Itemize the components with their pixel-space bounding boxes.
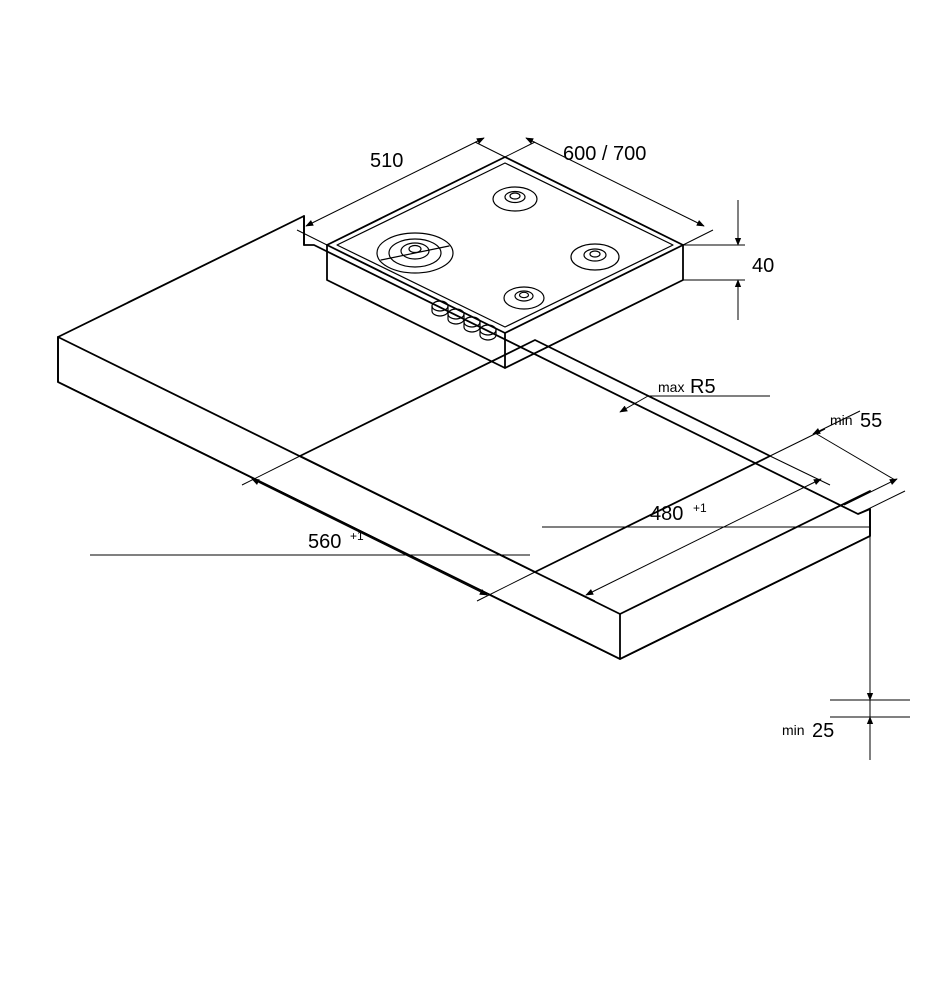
dim-hob-width-value: 600 / 700 bbox=[563, 143, 646, 165]
dim-corner-radius-prefix: max bbox=[658, 379, 684, 395]
countertop bbox=[58, 216, 870, 659]
burner-front bbox=[504, 287, 544, 309]
dim-hob-depth-value: 510 bbox=[370, 150, 403, 172]
dim-thickness-value: 25 bbox=[812, 720, 834, 742]
dim-cutout-depth: 560 +1 bbox=[90, 456, 535, 601]
hob-unit bbox=[327, 157, 683, 368]
dim-cutout-width: 480 +1 bbox=[535, 456, 870, 601]
burners bbox=[377, 187, 619, 309]
dim-thickness-prefix: min bbox=[782, 722, 805, 738]
dim-cutout-width-tol: +1 bbox=[693, 501, 707, 515]
dim-hob-height: 40 bbox=[683, 200, 774, 320]
dim-edge-clearance-value: 55 bbox=[860, 410, 882, 432]
dim-edge-clearance-prefix: min bbox=[830, 412, 853, 428]
burner-large bbox=[377, 233, 453, 273]
dim-cutout-width-value: 480 bbox=[650, 503, 683, 525]
burner-back bbox=[493, 187, 537, 211]
dim-corner-radius-value: R5 bbox=[690, 376, 716, 398]
burner-right bbox=[571, 244, 619, 270]
dim-hob-width: 600 / 700 bbox=[505, 138, 713, 245]
dim-hob-depth: 510 bbox=[297, 138, 505, 245]
dim-edge-clearance: min 55 bbox=[770, 410, 905, 514]
dim-cutout-depth-tol: +1 bbox=[350, 529, 364, 543]
dim-hob-height-value: 40 bbox=[752, 255, 774, 277]
cooktop-technical-drawing: 510 600 / 700 40 max R5 min 55 5 bbox=[0, 0, 945, 1000]
dim-cutout-depth-value: 560 bbox=[308, 531, 341, 553]
